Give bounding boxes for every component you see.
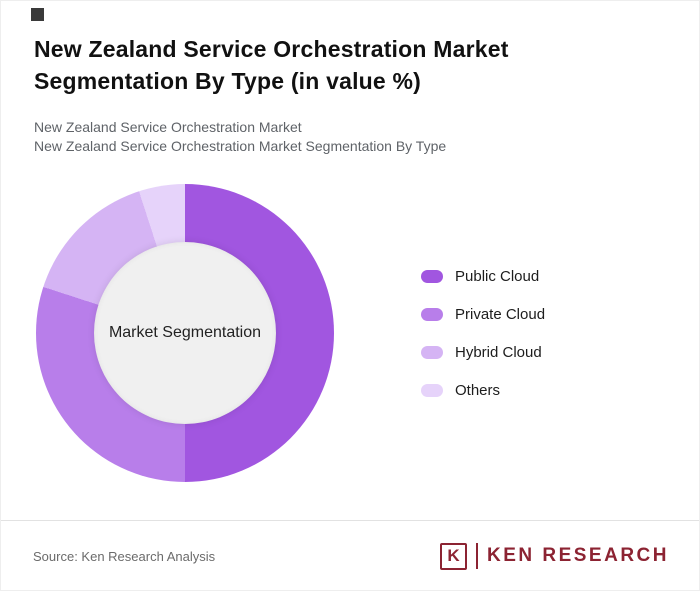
chart-subtitle-market: New Zealand Service Orchestration Market: [34, 119, 302, 135]
legend-item-others: Others: [421, 380, 545, 400]
donut-chart: Market Segmentation: [36, 184, 334, 482]
legend-label-private-cloud: Private Cloud: [455, 305, 546, 323]
legend-swatch-others: [421, 383, 443, 397]
legend-item-public-cloud: Public Cloud: [421, 266, 545, 286]
footer-divider: [1, 520, 699, 521]
legend-label-others: Others: [455, 381, 501, 399]
ken-research-monogram-icon: K: [439, 542, 467, 570]
legend-swatch-hybrid-cloud: [421, 345, 443, 359]
chart-title: New Zealand Service Orchestration Market…: [34, 36, 509, 94]
legend-label-public-cloud: Public Cloud: [455, 267, 540, 285]
legend-item-private-cloud: Private Cloud: [421, 304, 545, 324]
legend-swatch-public-cloud: [421, 269, 443, 283]
logo-separator: [475, 543, 478, 569]
chart-subtitle-segmentation: New Zealand Service Orchestration Market…: [34, 138, 447, 154]
legend-item-hybrid-cloud: Hybrid Cloud: [421, 342, 545, 362]
donut-center-label: Market Segmentation: [94, 242, 276, 424]
source-note: Source: Ken Research Analysis: [33, 548, 216, 564]
ken-research-logo: K KEN RESEARCH: [439, 542, 669, 570]
chart-area: Market Segmentation Public Cloud Private…: [1, 184, 699, 520]
footer: Source: Ken Research Analysis K KEN RESE…: [1, 521, 699, 590]
chart-legend: Public Cloud Private Cloud Hybrid Cloud …: [421, 266, 545, 418]
legend-label-hybrid-cloud: Hybrid Cloud: [455, 343, 542, 361]
legend-swatch-private-cloud: [421, 307, 443, 321]
corner-square-mark: [31, 8, 44, 21]
ken-research-wordmark: KEN RESEARCH: [486, 545, 669, 566]
